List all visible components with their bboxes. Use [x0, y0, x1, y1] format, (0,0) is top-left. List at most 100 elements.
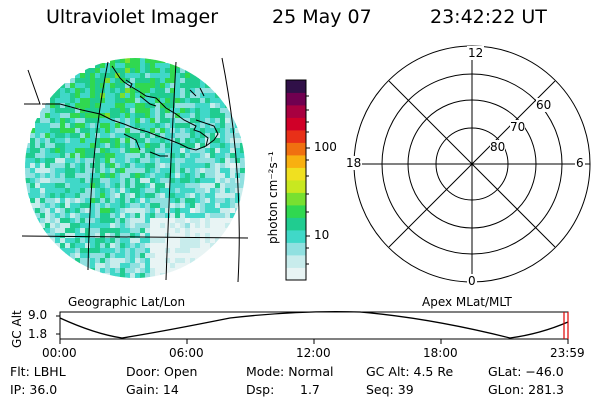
uv-pixel — [205, 203, 211, 209]
uv-pixel — [45, 213, 51, 219]
uv-pixel — [235, 203, 241, 209]
uv-pixel — [110, 233, 116, 239]
uv-pixel — [115, 148, 121, 154]
uv-pixel — [150, 83, 156, 89]
altitude-xtick: 12:00 — [296, 346, 331, 360]
uv-pixel — [80, 83, 86, 89]
uv-pixel — [70, 218, 76, 224]
uv-pixel — [65, 148, 71, 154]
uv-pixel — [170, 168, 176, 174]
uv-pixel — [165, 103, 171, 109]
uv-pixel — [230, 223, 236, 229]
uv-pixel — [225, 168, 231, 174]
uv-pixel — [95, 213, 101, 219]
uv-pixel — [25, 168, 31, 174]
uv-pixel — [165, 88, 171, 94]
uv-pixel — [110, 163, 116, 169]
uv-pixel — [165, 248, 171, 254]
uv-pixel — [50, 218, 56, 224]
uv-pixel — [210, 168, 216, 174]
uv-pixel — [100, 253, 106, 259]
uv-pixel — [110, 188, 116, 194]
uv-pixel — [210, 108, 216, 114]
uv-pixel — [100, 73, 106, 79]
uv-pixel — [150, 188, 156, 194]
colorbar-block — [286, 205, 306, 218]
uv-pixel — [230, 133, 236, 139]
uv-pixel — [135, 183, 141, 189]
uv-pixel — [145, 133, 151, 139]
colorbar-unit-label: photon cm⁻²s⁻¹ — [266, 151, 280, 244]
uv-pixel — [180, 168, 186, 174]
uv-pixel — [200, 98, 206, 104]
uv-pixel — [75, 78, 81, 84]
uv-pixel — [180, 83, 186, 89]
uv-pixel — [75, 248, 81, 254]
colorbar — [285, 79, 310, 281]
uv-pixel — [135, 258, 141, 264]
uv-pixel — [120, 113, 126, 119]
meridian-line — [87, 61, 109, 271]
uv-pixel — [45, 173, 51, 179]
uv-pixel — [195, 98, 201, 104]
uv-pixel — [115, 248, 121, 254]
uv-pixel — [175, 123, 181, 129]
uv-pixel — [55, 163, 61, 169]
uv-pixel — [70, 258, 76, 264]
uv-pixel — [120, 258, 126, 264]
uv-pixel — [115, 188, 121, 194]
uv-pixel — [240, 178, 245, 184]
uv-pixel — [175, 163, 181, 169]
uv-pixel — [70, 133, 76, 139]
uv-pixel — [220, 103, 226, 109]
uv-pixel — [240, 183, 245, 189]
uv-pixel — [215, 163, 221, 169]
uv-pixel — [45, 103, 51, 109]
uv-pixel — [125, 153, 131, 159]
uv-pixel — [175, 193, 181, 199]
uv-pixel — [80, 128, 86, 134]
uv-pixel — [215, 193, 221, 199]
uv-pixel — [70, 188, 76, 194]
uv-pixel — [160, 263, 166, 269]
uv-pixel — [75, 128, 81, 134]
uv-pixel — [155, 178, 161, 184]
uv-pixel — [220, 223, 226, 229]
uv-pixel — [65, 158, 71, 164]
uv-pixel — [85, 123, 91, 129]
uv-pixel — [135, 103, 141, 109]
uv-pixel — [180, 173, 186, 179]
uv-pixel — [90, 128, 96, 134]
uv-pixel — [90, 88, 96, 94]
uv-pixel — [60, 98, 66, 104]
uv-pixel — [30, 203, 36, 209]
uv-pixel — [95, 113, 101, 119]
uv-pixel — [145, 63, 151, 69]
uv-pixel — [160, 93, 166, 99]
uv-pixel — [195, 238, 201, 244]
uv-pixel — [180, 183, 186, 189]
uv-pixel — [215, 88, 221, 94]
uv-pixel — [70, 163, 76, 169]
uv-pixel — [180, 243, 186, 249]
uv-pixel — [100, 263, 106, 269]
uv-pixel — [185, 188, 191, 194]
uv-pixel — [85, 143, 91, 149]
uv-pixel — [200, 188, 206, 194]
uv-pixel — [120, 128, 126, 134]
uv-pixel — [160, 78, 166, 84]
uv-pixel — [130, 208, 136, 214]
uv-pixel — [35, 118, 41, 124]
uv-pixel — [170, 253, 176, 259]
uv-pixel — [40, 203, 46, 209]
dsp-value: 1.7 — [300, 382, 320, 397]
uv-pixel — [110, 113, 116, 119]
uv-pixel — [240, 148, 245, 154]
uv-pixel — [205, 238, 211, 244]
uv-pixel — [55, 108, 61, 114]
uv-pixel — [185, 248, 191, 254]
uv-pixel — [170, 173, 176, 179]
uv-pixel — [225, 198, 231, 204]
uv-pixel — [85, 73, 91, 79]
uv-pixel — [180, 128, 186, 134]
